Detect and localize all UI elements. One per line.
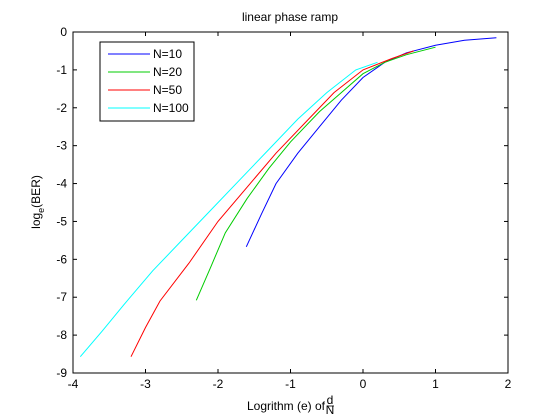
- x-tick-label: -2: [213, 377, 224, 391]
- legend-label: N=50: [153, 83, 182, 97]
- y-tick-label: -2: [56, 101, 67, 115]
- svg-text:loge(BER): loge(BER): [29, 175, 46, 229]
- y-tick-label: -1: [56, 63, 67, 77]
- legend-label: N=20: [153, 65, 182, 79]
- legend: N=10 N=20 N=50 N=100: [99, 41, 195, 122]
- svg-text:Logrithm (e) of: Logrithm (e) of: [247, 399, 326, 413]
- x-tick-label: -1: [285, 377, 296, 391]
- y-tick-label: 0: [60, 25, 67, 39]
- series-line-n-100: [79, 61, 378, 358]
- y-tick-label: -6: [56, 252, 67, 266]
- chart-title: linear phase ramp: [242, 10, 338, 24]
- series-layer: [79, 37, 497, 358]
- x-axis-label: Logrithm (e) of d N: [247, 393, 334, 417]
- y-axis-ticks: 0 -1 -2 -3 -4 -5 -6 -7 -8 -9: [56, 25, 508, 380]
- x-tick-label: 2: [505, 377, 512, 391]
- y-tick-label: -4: [56, 177, 67, 191]
- series-line-n-20: [195, 46, 436, 301]
- legend-label: N=10: [153, 47, 182, 61]
- svg-text:d: d: [327, 393, 334, 407]
- y-tick-label: -7: [56, 290, 67, 304]
- y-axis-label: loge(BER): [29, 175, 46, 229]
- legend-label: N=100: [153, 101, 189, 115]
- x-axis-ticks: -4 -3 -2 -1 0 1 2: [68, 32, 512, 391]
- series-line-n-50: [130, 50, 414, 357]
- y-tick-label: -9: [56, 366, 67, 380]
- x-tick-label: -4: [68, 377, 79, 391]
- x-tick-label: 1: [432, 377, 439, 391]
- x-tick-label: 0: [360, 377, 367, 391]
- y-tick-label: -5: [56, 214, 67, 228]
- svg-text:N: N: [326, 403, 335, 417]
- y-tick-label: -3: [56, 139, 67, 153]
- y-tick-label: -8: [56, 328, 67, 342]
- x-tick-label: -3: [140, 377, 151, 391]
- series-line-n-10: [245, 37, 497, 248]
